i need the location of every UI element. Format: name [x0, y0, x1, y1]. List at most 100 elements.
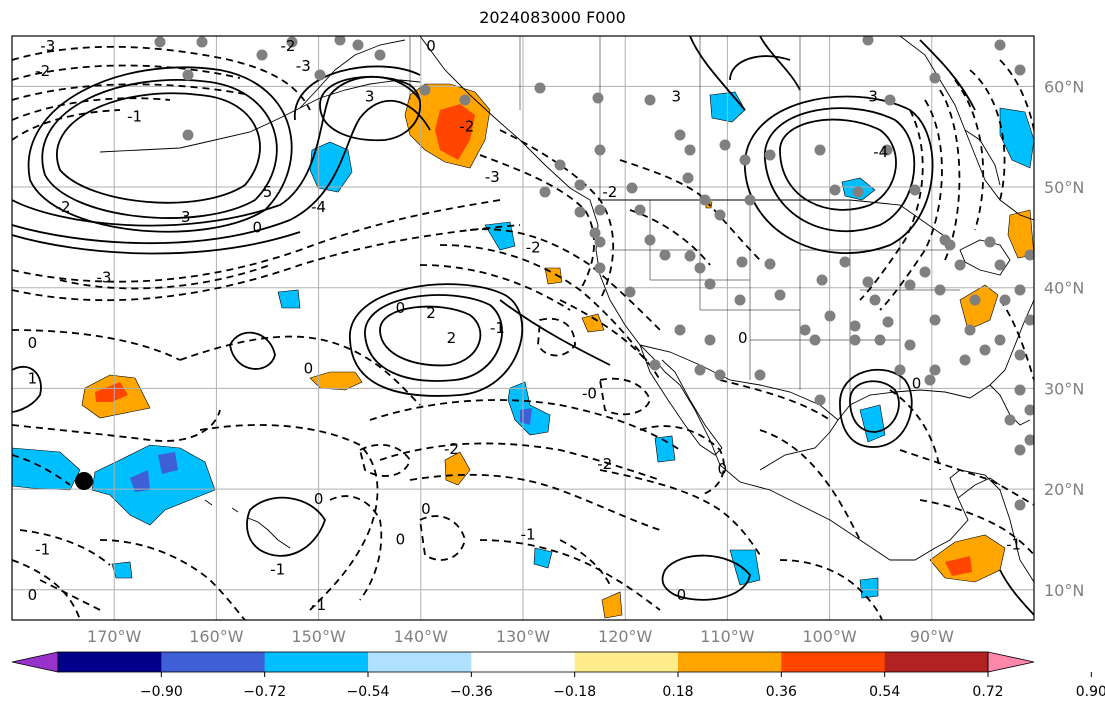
contour-dashed: [419, 515, 466, 561]
contour-solid: [499, 299, 611, 366]
contour-dashed: [12, 109, 121, 141]
contour-solid: [27, 66, 293, 233]
station-dot: [999, 294, 1011, 306]
station-dot: [1014, 64, 1026, 76]
contour-dashed: [12, 224, 521, 302]
station-dot: [649, 359, 661, 371]
colorbar-tick-label: 0.90: [1076, 684, 1105, 700]
colorbar: −0.90 −0.72 −0.54 −0.36 −0.18 0.18 0.36 0.54 0.7…: [11, 651, 1105, 700]
station-dot: [684, 144, 696, 156]
station-dot: [969, 294, 981, 306]
station-dot: [594, 262, 606, 274]
contour-label: 0: [912, 374, 922, 392]
contour-label: -3: [485, 168, 500, 186]
canada-us-border: [598, 199, 951, 241]
station-dot: [574, 179, 586, 191]
station-dot: [714, 369, 726, 381]
contour-dashed: [469, 228, 661, 331]
station-dot: [904, 339, 916, 351]
latitude-tick-label: 50°N: [1044, 178, 1084, 197]
colorbar-tick-label: 0.36: [766, 684, 797, 700]
contour-label: 0: [304, 359, 314, 377]
orange-area-small-3: [581, 313, 605, 333]
contour-solid: [12, 365, 42, 413]
station-dot: [459, 94, 471, 106]
station-dot: [924, 374, 936, 386]
contour-label: 0: [718, 460, 728, 478]
blue-area-hudson: [999, 107, 1034, 169]
contour-label: 0: [28, 334, 38, 352]
contour-dashed: [629, 209, 711, 266]
alaska-south: [299, 39, 406, 109]
station-dot: [744, 194, 756, 206]
station-dot: [764, 149, 776, 161]
hudson-bay: [899, 36, 1034, 221]
contour-dashed: [12, 97, 171, 121]
contour-label: -1: [521, 525, 536, 543]
longitude-tick-label: 150°W: [291, 627, 346, 646]
latitude-tick-label: 10°N: [1044, 581, 1084, 600]
colorbar-tick-label: −0.72: [243, 684, 286, 700]
station-dot: [814, 394, 826, 406]
contour-solid: [12, 99, 431, 245]
contour-label: -2: [444, 440, 459, 458]
station-dot: [954, 259, 966, 271]
station-dot: [634, 204, 646, 216]
darkblue-area-hawaii-2: [158, 452, 178, 474]
station-dot: [644, 234, 656, 246]
station-dot: [874, 334, 886, 346]
contour-label: -2: [526, 238, 541, 256]
contour-dashed: [369, 399, 681, 451]
station-dot: [574, 206, 586, 218]
contour-dashed: [12, 45, 311, 111]
colorbar-segment: [264, 652, 369, 672]
contour-label: 2: [447, 329, 457, 347]
station-dot: [919, 266, 931, 278]
canada-province-lines: [409, 36, 801, 200]
contour-dashed: [499, 129, 615, 301]
contour-dashed: [12, 409, 221, 442]
colorbar-tick-label: −0.36: [450, 684, 493, 700]
colorbar-frame: [57, 651, 989, 673]
station-dot: [736, 256, 748, 268]
colorbar-segment: [678, 652, 782, 672]
contour-label: -2: [597, 455, 612, 473]
contour-label: -1: [311, 596, 326, 614]
station-dot: [1024, 249, 1034, 261]
contour-solid: [349, 283, 524, 397]
latitude-tick-labels: 10°N 20°N 30°N 40°N 50°N 60°N: [1044, 77, 1084, 599]
contour-label: -3: [296, 57, 311, 75]
contour-dashed: [12, 454, 71, 486]
station-dot: [334, 36, 346, 46]
contour-solid: [919, 39, 976, 111]
contour-dashed: [639, 425, 725, 496]
station-dot: [862, 276, 874, 288]
latitude-tick-label: 30°N: [1044, 379, 1084, 398]
colorbar-tick-label: −0.54: [347, 684, 390, 700]
contour-dashed: [12, 199, 501, 283]
contour-lines: [12, 36, 1034, 620]
contour-dashed: [719, 379, 831, 421]
aleutians: [99, 79, 421, 153]
contour-dashed: [479, 154, 595, 291]
station-dot: [539, 186, 551, 198]
station-dot: [682, 172, 694, 184]
longitude-tick-label: 90°W: [910, 627, 954, 646]
contour-solid: [294, 65, 421, 121]
baja-california: [639, 344, 723, 456]
station-dot: [659, 249, 671, 261]
station-dot: [624, 286, 636, 298]
station-dot: [374, 49, 386, 61]
contour-solid: [729, 55, 791, 81]
station-dot: [964, 324, 976, 336]
station-dot: [894, 364, 906, 376]
station-dot: [1024, 434, 1034, 446]
contour-label: -1: [35, 541, 50, 559]
station-dot: [154, 36, 166, 48]
contour-label: 0: [28, 586, 38, 604]
contour-solid: [229, 331, 276, 370]
station-dot: [884, 94, 896, 106]
longitude-tick-label: 170°W: [87, 627, 142, 646]
station-dot: [881, 144, 893, 156]
station-dot: [739, 154, 751, 166]
